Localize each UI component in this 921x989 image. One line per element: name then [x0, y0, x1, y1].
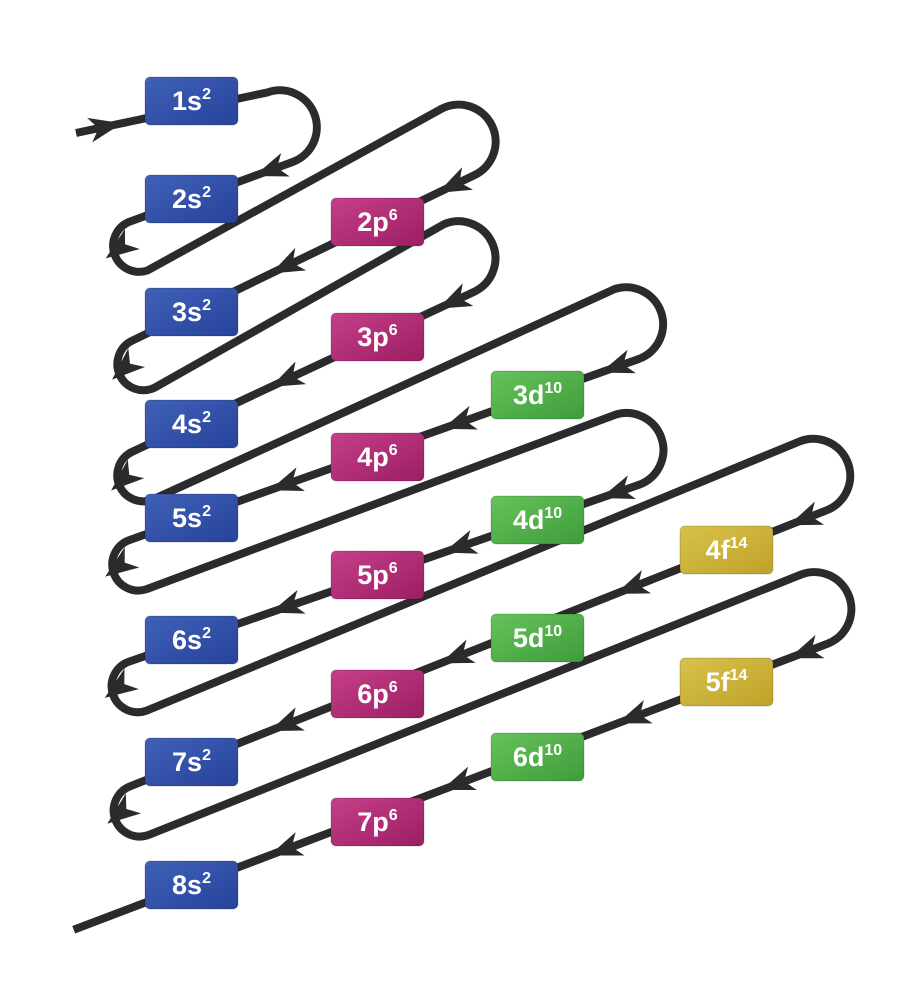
orbital-box-2s: 2s2 — [144, 174, 239, 224]
arrow-head — [254, 152, 290, 177]
arrow-head — [441, 766, 477, 791]
arrow-head — [270, 361, 307, 387]
orbital-box-2p: 2p6 — [330, 197, 425, 247]
arrow-head — [615, 570, 652, 594]
arrow-head — [600, 475, 637, 500]
orbital-label: 4f14 — [706, 535, 748, 565]
orbital-label: 5d10 — [513, 623, 562, 653]
arrow-head — [105, 547, 140, 577]
orbital-box-7s: 7s2 — [144, 737, 239, 787]
arrow-head — [440, 639, 476, 664]
arrow-head — [443, 530, 479, 554]
orbital-label: 7s2 — [172, 747, 211, 777]
arrow-head — [788, 501, 825, 526]
orbital-label: 3p6 — [357, 322, 398, 352]
orbital-box-rect — [144, 399, 239, 449]
arrow-head — [107, 793, 142, 824]
orbital-box-rect — [490, 495, 585, 545]
orbital-box-rect — [144, 76, 239, 126]
orbital-box-rect — [330, 312, 425, 362]
arrow-head — [789, 634, 825, 659]
orbital-label: 7p6 — [357, 807, 398, 837]
orbital-box-rect — [679, 657, 774, 707]
arrow-head — [442, 405, 478, 430]
arrow-head — [104, 668, 139, 698]
orbital-label: 5f14 — [706, 667, 748, 697]
orbital-label: 3d10 — [513, 380, 562, 410]
orbital-label: 4p6 — [357, 442, 398, 472]
orbital-box-8s: 8s2 — [144, 860, 239, 910]
orbital-box-5f: 5f14 — [679, 657, 774, 707]
arrow-head — [438, 283, 474, 309]
orbital-label: 4d10 — [513, 505, 562, 535]
orbital-box-rect — [144, 174, 239, 224]
orbital-box-3p: 3p6 — [330, 312, 425, 362]
orbital-box-7p: 7p6 — [330, 797, 425, 847]
orbital-box-4f: 4f14 — [679, 525, 774, 575]
orbital-box-4p: 4p6 — [330, 432, 425, 482]
orbital-box-rect — [490, 613, 585, 663]
orbital-box-5p: 5p6 — [330, 550, 425, 600]
orbital-box-1s: 1s2 — [144, 76, 239, 126]
arrow-head — [269, 832, 305, 856]
orbital-label: 8s2 — [172, 870, 211, 900]
orbital-box-6s: 6s2 — [144, 615, 239, 665]
orbital-box-rect — [330, 550, 425, 600]
orbital-box-rect — [144, 287, 239, 337]
orbital-box-rect — [490, 732, 585, 782]
orbital-box-3d: 3d10 — [490, 370, 585, 420]
orbital-label: 2s2 — [172, 184, 211, 214]
orbital-box-rect — [144, 615, 239, 665]
orbital-box-rect — [144, 737, 239, 787]
arrow-head — [87, 117, 122, 143]
orbital-box-rect — [679, 525, 774, 575]
orbital-label: 5s2 — [172, 503, 211, 533]
orbital-box-3s: 3s2 — [144, 287, 239, 337]
orbital-label: 6d10 — [513, 742, 562, 772]
orbital-box-4d: 4d10 — [490, 495, 585, 545]
arrow-head — [112, 348, 145, 380]
orbital-label: 5p6 — [357, 560, 398, 590]
orbital-box-rect — [330, 197, 425, 247]
orbital-box-rect — [490, 370, 585, 420]
orbital-box-6d: 6d10 — [490, 732, 585, 782]
orbital-box-5d: 5d10 — [490, 613, 585, 663]
arrow-head — [270, 590, 306, 614]
arrow-head — [105, 228, 140, 259]
arrow-head — [269, 707, 305, 732]
orbital-label: 4s2 — [172, 409, 211, 439]
arrow-head — [111, 459, 145, 491]
orbital-box-5s: 5s2 — [144, 493, 239, 543]
orbital-box-6p: 6p6 — [330, 669, 425, 719]
arrow-head — [600, 349, 636, 374]
arrow-head — [437, 167, 473, 193]
orbital-label: 1s2 — [172, 86, 211, 116]
orbital-box-rect — [330, 432, 425, 482]
arrow-head — [269, 467, 305, 491]
arrow-head — [270, 247, 307, 274]
orbital-label: 3s2 — [172, 297, 211, 327]
orbital-label: 2p6 — [357, 207, 398, 237]
orbital-label: 6p6 — [357, 679, 398, 709]
orbital-box-rect — [144, 860, 239, 910]
orbital-box-rect — [144, 493, 239, 543]
filling-order-path — [72, 86, 856, 934]
orbital-box-rect — [330, 669, 425, 719]
orbital-box-rect — [330, 797, 425, 847]
orbital-box-4s: 4s2 — [144, 399, 239, 449]
arrow-head — [617, 699, 653, 724]
orbital-label: 6s2 — [172, 625, 211, 655]
